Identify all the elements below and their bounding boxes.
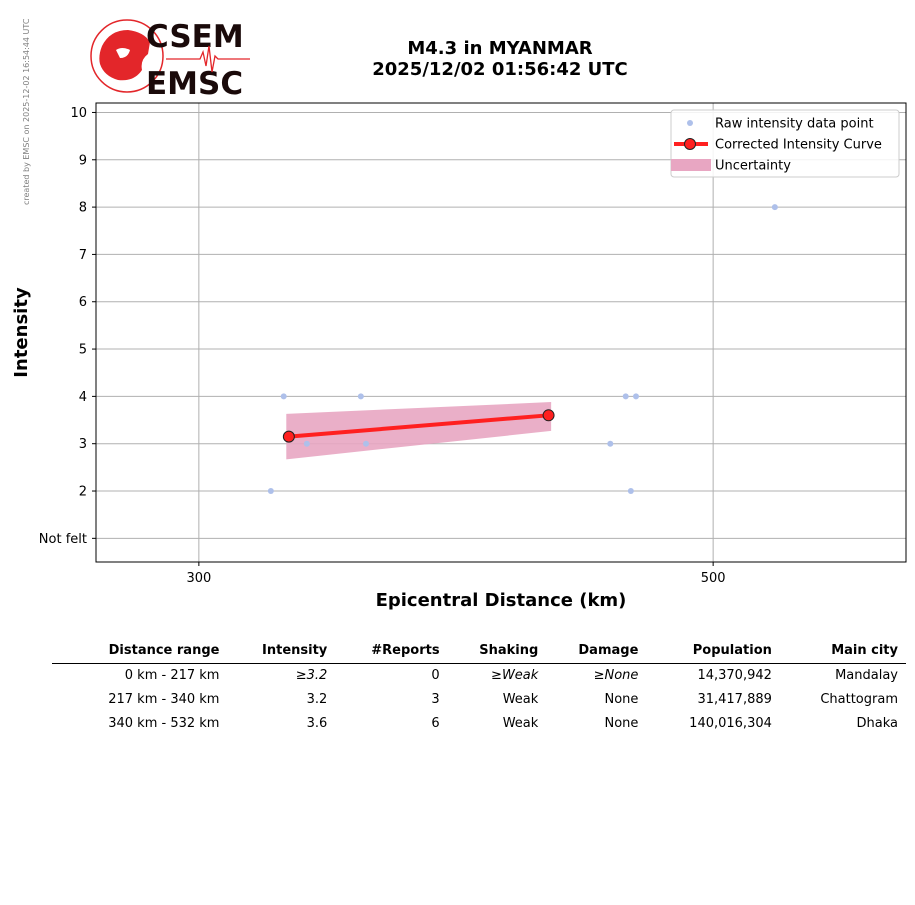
table-cell: Weak — [502, 692, 539, 707]
table-row: 217 km - 340 km 3.2 3 Weak None 31,417,889 Cha… — [52, 688, 906, 712]
raw-data-point — [622, 393, 629, 400]
chart-title-line2: 2025/12/02 01:56:42 UTC — [372, 59, 628, 80]
table-cell: 14,370,942 — [697, 668, 772, 683]
y-tick-label: Not felt — [39, 532, 87, 547]
corrected-curve-layer — [282, 409, 555, 443]
raw-data-point — [267, 488, 274, 495]
legend-label: Corrected Intensity Curve — [715, 138, 882, 153]
logo-top-text: CSEM — [146, 19, 244, 55]
x-axis-label: Epicentral Distance (km) — [376, 590, 627, 611]
seismogram-line — [166, 45, 250, 73]
table-cell: Chattogram — [820, 692, 898, 707]
table-header-cell: Population — [646, 640, 780, 664]
table-cell: 0 — [431, 668, 440, 683]
uncertainty-band — [286, 402, 552, 460]
y-tick-label: 6 — [79, 295, 87, 310]
legend: Raw intensity data point Corrected Intens… — [670, 109, 900, 178]
table-row: 0 km - 217 km ≥3.2 0 ≥Weak ≥None 14,370,942 Ma… — [52, 664, 906, 689]
table-header-cell: Intensity — [227, 640, 336, 664]
table-cell: 0 km - 217 km — [124, 668, 220, 683]
y-tick-label: 3 — [79, 437, 87, 452]
y-tick-label: 10 — [70, 106, 87, 121]
logo-bottom-text: EMSC — [146, 66, 243, 100]
raw-data-point — [363, 440, 369, 447]
corrected-curve-marker — [542, 409, 555, 422]
x-tick-label: 300 — [186, 571, 211, 586]
table-cell: ≥None — [593, 668, 639, 683]
y-tick-label: 7 — [79, 248, 87, 263]
y-tick-label: 2 — [79, 485, 87, 500]
intensity-chart: Not felt 2 3 4 5 6 7 8 9 10 300 500 Epicentral Dist… — [11, 102, 907, 611]
table-header-cell: Damage — [546, 640, 647, 664]
table-row: 340 km - 532 km 3.6 6 Weak None 140,016,304 Dh… — [52, 712, 906, 736]
table-header-cell: Distance range — [52, 640, 228, 664]
legend-box — [670, 109, 900, 178]
raw-data-point — [771, 204, 778, 211]
raw-data-point — [357, 393, 364, 400]
raw-points-layer — [267, 204, 778, 495]
table-cell: 31,417,889 — [697, 692, 772, 707]
legend-label: Raw intensity data point — [715, 117, 874, 132]
table-header-row: Distance range Intensity #Reports Shaking Da… — [52, 640, 906, 664]
chart-title-line1: M4.3 in MYANMAR — [407, 38, 593, 59]
table-header-cell: Shaking — [447, 640, 547, 664]
raw-data-point — [607, 440, 614, 447]
table-header-cell: Main city — [779, 640, 906, 664]
table-cell: None — [604, 692, 639, 707]
table-cell: Mandalay — [835, 668, 898, 683]
raw-data-point — [280, 393, 287, 400]
table-cell: 3.2 — [306, 692, 328, 707]
tick-layer: Not felt 2 3 4 5 6 7 8 9 10 300 500 — [39, 106, 726, 586]
table-cell: ≥Weak — [491, 668, 539, 683]
grid-layer — [96, 103, 906, 562]
table-cell: None — [604, 716, 639, 731]
x-tick-label: 500 — [701, 571, 726, 586]
y-axis-label: Intensity — [11, 287, 32, 378]
legend-swatch-points — [687, 120, 693, 126]
table-cell: Dhaka — [856, 716, 898, 731]
table-cell: 3 — [431, 692, 440, 707]
intensity-table: Distance range Intensity #Reports Shaking Da… — [52, 640, 906, 736]
y-tick-label: 5 — [79, 343, 87, 358]
chart-title: M4.3 in MYANMAR 2025/12/02 01:56:42 UTC — [300, 38, 700, 80]
raw-data-point — [303, 440, 310, 447]
corrected-curve-marker — [282, 430, 295, 443]
table-cell: Weak — [502, 716, 539, 731]
raw-data-point — [633, 393, 639, 400]
table-cell: 140,016,304 — [689, 716, 772, 731]
table-cell: ≥3.2 — [295, 668, 328, 683]
legend-swatch-band — [671, 159, 711, 171]
corrected-curve-line — [288, 413, 549, 439]
table-cell: 3.6 — [306, 716, 328, 731]
table-header-cell: #Reports — [335, 640, 448, 664]
uncertainty-band-layer — [286, 402, 552, 460]
emsc-logo: CSEM EMSC — [90, 19, 250, 100]
table-body: 0 km - 217 km ≥3.2 0 ≥Weak ≥None 14,370,942 Ma… — [52, 664, 906, 737]
table-cell: 340 km - 532 km — [108, 716, 220, 731]
y-tick-label: 8 — [79, 201, 87, 216]
legend-label: Uncertainty — [715, 159, 791, 174]
table-cell: 217 km - 340 km — [108, 692, 220, 707]
y-tick-label: 4 — [79, 390, 87, 405]
raw-data-point — [627, 488, 634, 495]
plot-frame — [95, 102, 907, 563]
table-cell: 6 — [431, 716, 440, 731]
legend-swatch-marker — [684, 138, 696, 150]
y-tick-label: 9 — [79, 153, 87, 168]
